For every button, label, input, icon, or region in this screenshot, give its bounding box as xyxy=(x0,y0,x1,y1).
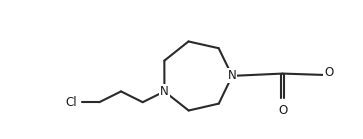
Text: O: O xyxy=(278,104,287,117)
Text: O: O xyxy=(325,66,334,79)
Text: N: N xyxy=(228,69,237,82)
Text: N: N xyxy=(160,85,169,98)
Text: Cl: Cl xyxy=(65,96,77,109)
